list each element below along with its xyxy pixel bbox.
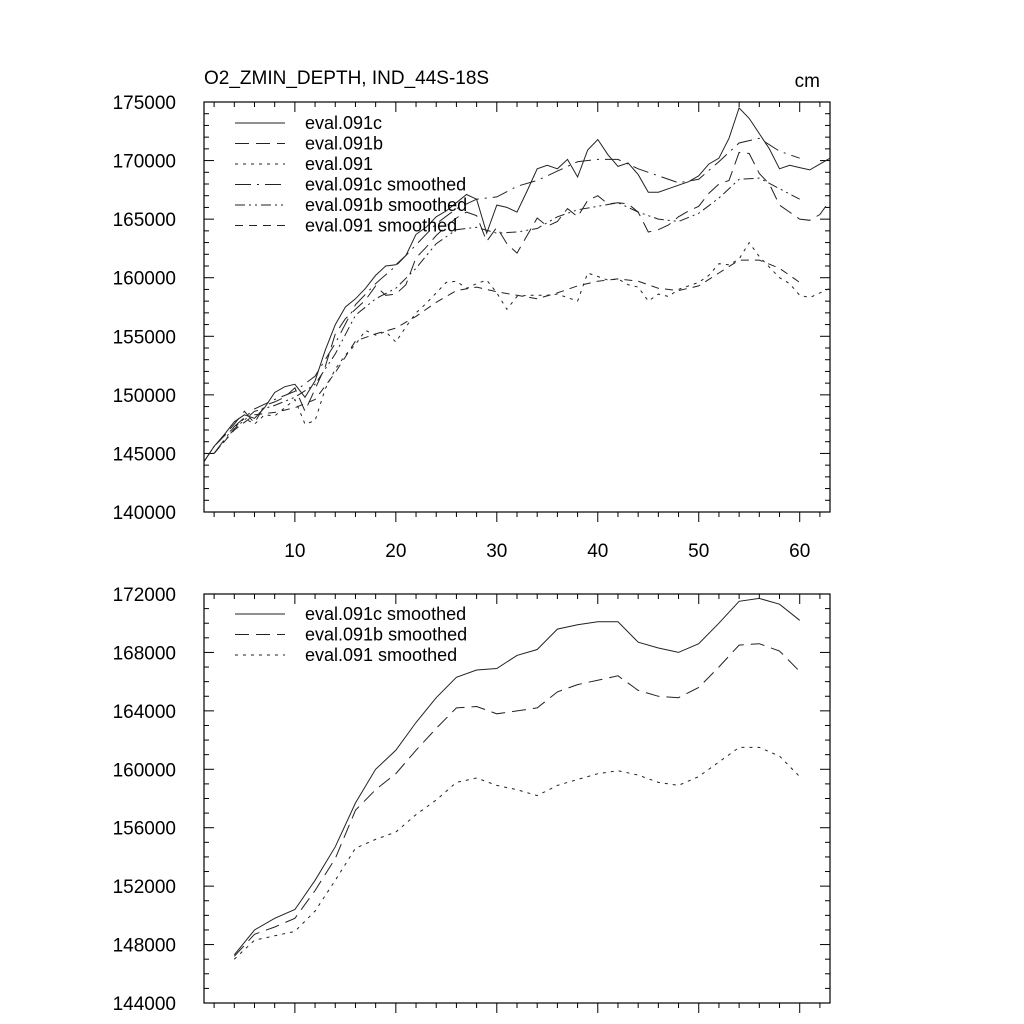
y-tick-label: 155000 [113,327,176,348]
plot-frame [203,101,831,513]
y-tick-label: 170000 [113,152,176,173]
legend-label: eval.091 [305,154,373,174]
y-tick-label: 168000 [113,643,176,664]
y-tick-label: 145000 [113,444,176,465]
series-line-eval-091-smoothed [233,746,801,960]
x-tick-label: 20 [385,541,406,562]
y-tick-label: 165000 [113,210,176,231]
bottom-plot-panel: 144000 148000 152000 156000 160000 164000 1680… [113,585,831,1015]
series-line-eval-091c-smoothed [213,137,800,454]
y-tick-label: 148000 [113,936,176,957]
top-plot-panel: O2_ZMIN_DEPTH, IND_44S-18S cm 140000 145000… [113,68,831,562]
y-tick-label: 175000 [113,93,176,114]
series-line-eval-091 [203,241,831,462]
series-line-eval-091c-smoothed [233,597,801,956]
y-tick-label: 156000 [113,819,176,840]
y-tick-label: 140000 [113,503,176,524]
x-tick-label: 30 [486,541,507,562]
legend-label: eval.091 smoothed [305,645,457,665]
x-tick-label: 10 [284,541,305,562]
x-tick-label: 40 [587,541,608,562]
series-line-eval-091-smoothed [213,259,800,454]
y-tick-label: 160000 [113,760,176,781]
legend-label: eval.091c [305,113,382,133]
chart-title: O2_ZMIN_DEPTH, IND_44S-18S [204,68,489,89]
series-line-eval-091b-smoothed [233,643,801,957]
legend-label: eval.091 smoothed [305,216,457,236]
legend-label: eval.091c smoothed [305,604,466,624]
y-tick-label: 152000 [113,877,176,898]
legend-label: eval.091c smoothed [305,175,466,195]
series-line-eval-091b-smoothed [213,177,800,454]
units-label: cm [795,71,820,92]
y-tick-label: 172000 [113,585,176,606]
x-tick-label: 60 [789,541,810,562]
legend-label: eval.091b smoothed [305,625,467,645]
series-line-eval-091b [203,151,831,462]
x-tick-label: 50 [688,541,709,562]
y-tick-label: 160000 [113,269,176,290]
series-line-eval-091c [203,106,831,462]
y-tick-label: 150000 [113,386,176,407]
legend-label: eval.091b smoothed [305,195,467,215]
legend-label: eval.091b [305,134,383,154]
y-tick-label: 144000 [113,994,176,1015]
y-tick-label: 164000 [113,702,176,723]
